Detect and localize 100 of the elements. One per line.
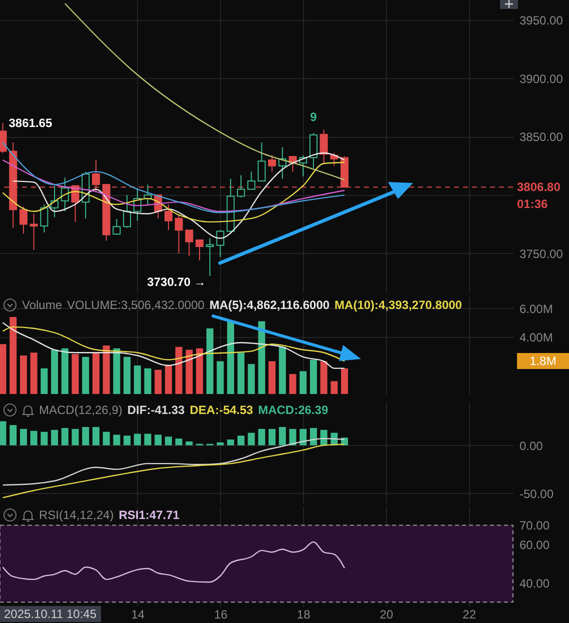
bar: [278, 427, 286, 446]
candlestick: [216, 230, 224, 258]
bar: [20, 428, 27, 446]
line-series: [2, 438, 346, 486]
bar: [51, 430, 58, 446]
bar: [258, 428, 266, 446]
chart-title: MACD(12,26,9): [39, 403, 122, 417]
bar: [30, 430, 38, 446]
y-tick-label: 60.00: [520, 538, 550, 552]
bar: [40, 368, 48, 394]
candlestick: [309, 132, 318, 169]
y-tick-label: 3750.00: [520, 246, 564, 261]
bar: [216, 442, 224, 446]
bar: [330, 381, 338, 394]
bar: [186, 441, 193, 446]
text: 2025.10.11 10:45: [0, 606, 101, 622]
line-series: [64, 2, 346, 180]
bar: [237, 436, 244, 446]
bar: [0, 344, 6, 394]
y-tick-label: -50.00: [520, 486, 554, 501]
bar: [10, 425, 17, 446]
candlestick: [185, 230, 194, 256]
candlestick: [174, 214, 183, 254]
bar: [175, 438, 182, 446]
bar: [300, 371, 307, 394]
series-label: MACD:26.39: [258, 403, 328, 417]
bar: [134, 365, 141, 394]
bar: [113, 348, 120, 394]
y-tick-label: 3950.00: [520, 13, 564, 28]
bar: [40, 432, 48, 446]
bar: [154, 370, 162, 394]
y-tick-label: 0.00: [520, 438, 544, 453]
text: 1.8M: [517, 353, 569, 369]
line-series: [2, 162, 346, 223]
bar: [196, 348, 204, 394]
bar: [278, 346, 286, 394]
bar: [72, 428, 79, 446]
candlestick: [258, 142, 266, 182]
bar: [175, 346, 182, 394]
bar: [310, 360, 317, 394]
bar: [227, 321, 234, 394]
bar: [92, 427, 100, 446]
bar: [164, 436, 172, 446]
bar: [82, 356, 90, 394]
bar: [134, 434, 141, 446]
x-tick-label: 16: [214, 608, 228, 622]
candlestick: [123, 194, 132, 228]
bar: [289, 428, 296, 446]
bar: [248, 432, 255, 446]
bar: [144, 434, 152, 446]
x-tick-label: 20: [380, 608, 394, 622]
bar: [310, 428, 317, 446]
candlestick: [268, 154, 276, 172]
candlestick: [30, 213, 38, 250]
candlestick: [112, 218, 121, 236]
candlestick: [236, 174, 245, 198]
annotation: 9: [310, 110, 318, 124]
bar: [164, 365, 172, 394]
candlestick: [247, 171, 256, 190]
bar: [268, 428, 276, 446]
annotation: 3730.70 →: [147, 275, 206, 289]
bar: [61, 348, 68, 394]
bar: [51, 350, 58, 394]
bar: [237, 352, 244, 394]
bar: [216, 361, 224, 394]
ref-line-label: 3806.80: [517, 180, 561, 194]
candlestick: [60, 177, 69, 212]
bar: [248, 364, 255, 394]
line-series: [2, 541, 346, 583]
bar: [206, 328, 214, 394]
bar: [124, 356, 131, 394]
candlestick: [206, 238, 214, 276]
x-tick-label: 18: [296, 608, 311, 622]
bar: [124, 436, 131, 446]
line-series: [2, 322, 346, 369]
bar: [258, 321, 266, 394]
line-series: [2, 159, 346, 212]
bar: [102, 432, 110, 446]
text: MA(10):4,393,270.8000: [334, 298, 462, 312]
bar: [102, 346, 110, 394]
bar: [10, 316, 17, 394]
candlestick: [196, 240, 204, 261]
text: DIF:-41.33: [127, 403, 185, 417]
bar: [144, 368, 152, 394]
series-label: VOLUME:3,506,432.0000: [67, 298, 204, 312]
annotation: 3861.65: [8, 116, 52, 130]
bar: [30, 352, 38, 394]
text: MA(5):4,862,116.6000: [209, 298, 330, 312]
text: RSI1:47.71: [118, 508, 180, 522]
bar: [72, 354, 79, 394]
text: DEA:-54.53: [190, 403, 254, 417]
bar: [300, 428, 307, 446]
bar: [186, 350, 193, 394]
bar: [113, 434, 120, 446]
bar: [82, 427, 90, 446]
bar: [320, 361, 328, 394]
bar: [20, 355, 27, 394]
bar: [289, 374, 296, 394]
candlestick: [320, 129, 328, 164]
bar: [341, 368, 348, 394]
